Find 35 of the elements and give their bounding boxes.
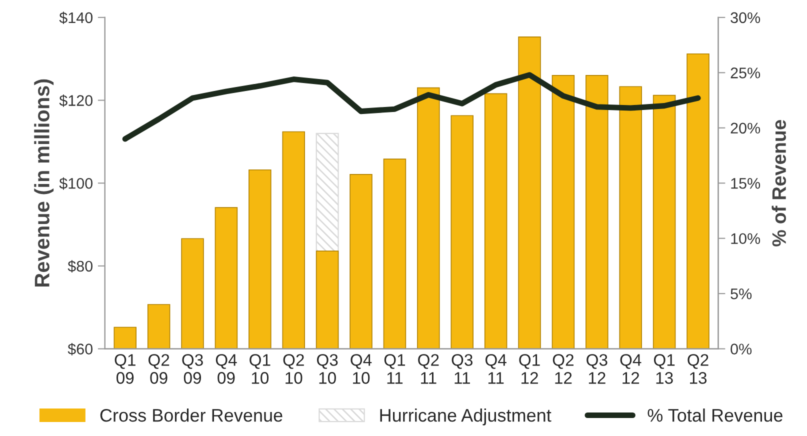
y2-axis-title: % of Revenue [772,120,786,246]
y2-tick-label: 5% [730,288,752,300]
x-tick-label: Q1 12 [519,354,540,384]
y2-tick-label: 25% [730,68,760,78]
x-tick-label: Q1 13 [654,354,675,384]
y-tick-label: $80 [68,260,93,273]
legend-label: Hurricane Adjustment [380,408,552,426]
y-tick-label: $100 [59,177,93,190]
x-tick-label: Q2 09 [148,354,170,384]
x-tick-label: Q4 09 [216,354,237,384]
y2-tick-label: 30% [730,12,760,24]
y2-tick-label: 0% [730,344,752,354]
y2-tick-label: 10% [731,233,760,244]
y-axis-title: Revenue (in millions) [34,79,54,286]
x-tick-label: Q1 10 [250,354,270,384]
legend-label: % Total Revenue [648,408,782,422]
x-tick-label: Q4 10 [350,354,372,384]
x-tick-label: Q3 10 [316,354,338,384]
x-tick-label: Q2 11 [418,354,439,384]
y2-tick-label: 20% [730,122,760,134]
x-tick-label: Q2 12 [552,354,574,384]
legend-label: Cross Border Revenue [100,408,282,422]
x-tick-label: Q4 12 [620,354,642,384]
x-tick-label: Q2 13 [688,354,708,384]
x-tick-label: Q4 11 [485,354,506,384]
x-tick-label: Q3 11 [452,354,473,384]
x-tick-label: Q3 12 [586,354,608,384]
x-tick-label: Q3 09 [182,354,203,384]
y2-tick-label: 15% [731,178,760,189]
y-tick-label: $120 [59,94,93,107]
x-tick-label: Q1 09 [114,354,136,384]
x-tick-label: Q1 11 [384,354,406,384]
x-tick-label: Q2 10 [283,354,304,384]
y-tick-label: $60 [68,343,93,356]
y-tick-label: $140 [59,12,93,24]
